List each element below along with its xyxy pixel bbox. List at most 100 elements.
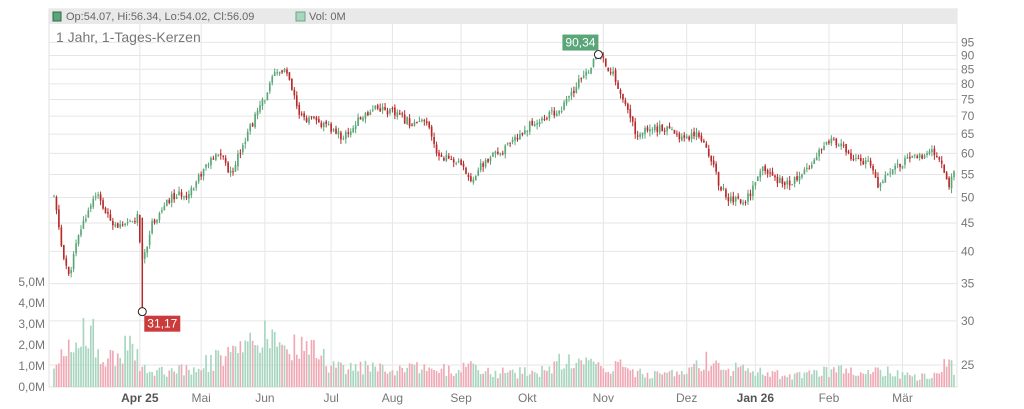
candle-body xyxy=(232,171,234,173)
candle-body xyxy=(720,186,722,191)
candle-body xyxy=(528,121,531,132)
candle-body xyxy=(327,124,330,126)
candle-body xyxy=(237,153,239,167)
volume-bar xyxy=(440,368,443,387)
volume-bar xyxy=(443,364,445,387)
candle-body xyxy=(332,129,335,131)
candle-body xyxy=(867,160,870,162)
volume-bar xyxy=(244,340,247,387)
candle-body xyxy=(116,223,119,228)
candle-body xyxy=(433,137,435,144)
price-tick-label: 55 xyxy=(961,167,975,181)
volume-bar xyxy=(347,369,350,387)
volume-bar xyxy=(798,371,801,387)
candle-body xyxy=(268,83,271,92)
candle-body xyxy=(546,118,548,120)
volume-bar xyxy=(693,363,695,387)
candle-body xyxy=(801,174,803,178)
candle-body xyxy=(656,126,659,132)
volume-bar xyxy=(173,371,175,387)
candle-body xyxy=(644,128,646,134)
x-tick-label: Sep xyxy=(450,391,472,405)
volume-bar xyxy=(455,373,458,387)
volume-bar xyxy=(300,336,303,387)
candle-body xyxy=(173,192,175,200)
candle-body xyxy=(367,112,369,116)
candle-body xyxy=(585,71,587,76)
candle-body xyxy=(734,197,737,202)
candle-body xyxy=(857,158,860,160)
candle-body xyxy=(730,196,732,202)
volume-bar xyxy=(116,353,119,387)
volume-bar xyxy=(646,372,649,387)
low-annotation-badge xyxy=(144,315,181,332)
candle-body xyxy=(825,141,828,145)
volume-bar xyxy=(163,374,166,387)
candle-body xyxy=(379,108,381,112)
volume-bar xyxy=(104,366,107,387)
candle-body xyxy=(818,149,820,157)
volume-bar xyxy=(653,371,656,387)
candle-body xyxy=(396,112,399,117)
candle-body xyxy=(278,71,281,74)
low-annotation-label: 31,17 xyxy=(147,317,177,331)
candle-body xyxy=(560,110,563,112)
volume-bar xyxy=(867,370,870,387)
candle-body xyxy=(786,180,789,185)
volume-bar xyxy=(671,369,673,387)
high-annotation-badge xyxy=(562,34,599,51)
candle-body xyxy=(587,72,590,74)
volume-bar xyxy=(281,344,283,387)
candle-body xyxy=(484,160,487,167)
candle-body xyxy=(516,137,519,140)
candle-body xyxy=(457,161,460,163)
volume-bar xyxy=(570,368,573,387)
volume-bar xyxy=(519,367,521,387)
volume-bar xyxy=(433,369,435,387)
candle-body xyxy=(661,124,664,132)
price-tick-label: 45 xyxy=(961,216,975,230)
volume-bar xyxy=(237,353,239,387)
candle-body xyxy=(241,145,244,153)
volume-bar xyxy=(273,331,276,387)
volume-bar xyxy=(943,359,946,387)
volume-bar xyxy=(357,371,359,387)
candle-body xyxy=(602,56,605,58)
candle-body xyxy=(683,135,686,138)
volume-bar xyxy=(801,378,803,387)
volume-bar xyxy=(774,371,776,387)
candle-body xyxy=(918,154,921,158)
candle-body xyxy=(371,109,374,111)
volume-bar xyxy=(690,366,693,387)
volume-bar xyxy=(511,369,514,387)
candle-body xyxy=(188,193,190,199)
volume-bar xyxy=(58,363,60,387)
volume-bar xyxy=(604,372,607,387)
volume-bar xyxy=(381,364,384,387)
candle-body xyxy=(810,164,813,168)
candle-body xyxy=(470,176,472,182)
candle-body xyxy=(796,176,798,181)
candle-body xyxy=(499,153,502,155)
volume-bar xyxy=(465,366,467,387)
candle-body xyxy=(376,105,379,109)
volume-bar xyxy=(482,373,484,387)
volume-tick-label: 3,0M xyxy=(18,317,45,331)
volume-bar xyxy=(423,364,426,387)
candle-body xyxy=(774,175,776,178)
candle-body xyxy=(526,130,529,132)
volume-bar xyxy=(148,371,151,387)
candle-body xyxy=(837,144,840,146)
volume-bar xyxy=(533,372,536,387)
volume-bar xyxy=(857,375,860,387)
candle-body xyxy=(381,107,384,111)
candle-body xyxy=(386,110,389,115)
volume-bar xyxy=(634,377,637,387)
candle-body xyxy=(607,67,610,72)
candle-body xyxy=(514,136,516,141)
volume-bar xyxy=(138,371,141,387)
volume-bar xyxy=(487,367,489,387)
candle-body xyxy=(631,116,634,122)
candle-body xyxy=(462,163,465,167)
volume-bar xyxy=(394,375,396,387)
